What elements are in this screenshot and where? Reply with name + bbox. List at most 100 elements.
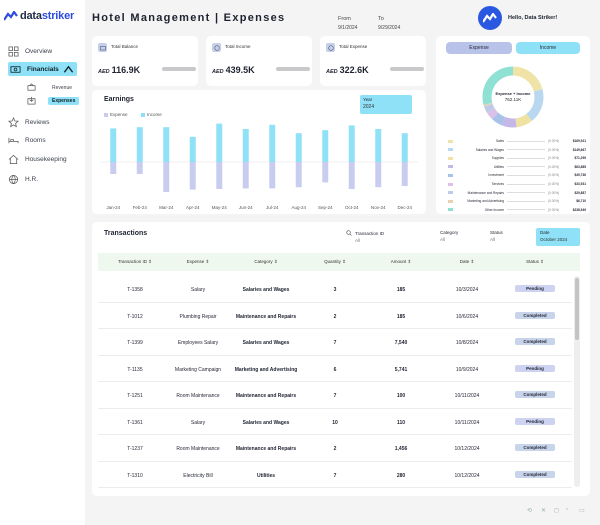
sidebar-item-housekeeping[interactable]: Housekeeping bbox=[8, 152, 67, 166]
search-icon bbox=[346, 230, 352, 236]
sidebar-item-label: H.R. bbox=[25, 175, 38, 183]
bar-income-Aug-24[interactable] bbox=[295, 133, 302, 162]
bar-expense-Apr-24[interactable] bbox=[189, 162, 196, 190]
kpi-label: Total Income bbox=[225, 44, 251, 49]
category-row[interactable]: Services (0.00%) $33,931 bbox=[448, 182, 586, 186]
kpi-progress-bar bbox=[276, 67, 310, 71]
table-row[interactable]: T-1310 Electricity Bill Utilities 7 280 10/12… bbox=[98, 462, 572, 488]
toggle-income-button[interactable]: Income bbox=[516, 42, 580, 54]
cell-quantity: 3 bbox=[333, 287, 337, 293]
cell-date: 10/3/2024 bbox=[455, 287, 479, 293]
column-header-quantity[interactable]: Quantity ⇕ bbox=[324, 259, 346, 264]
bar-expense-Jan-24[interactable] bbox=[110, 162, 117, 174]
to-date-value[interactable]: 9/29/2024 bbox=[378, 25, 401, 31]
bar-expense-Mar-24[interactable] bbox=[163, 162, 170, 192]
bar-income-May-24[interactable] bbox=[216, 123, 223, 162]
bar-income-Jul-24[interactable] bbox=[269, 124, 276, 162]
category-swatch bbox=[448, 208, 453, 212]
donut-slice[interactable] bbox=[482, 66, 544, 128]
category-percent: (0.00%) bbox=[548, 164, 560, 169]
sidebar-subitem-revenue[interactable]: Revenue bbox=[27, 83, 72, 92]
linkedin-icon[interactable]: ▫ bbox=[566, 507, 569, 513]
sidebar-item-hr[interactable]: H.R. bbox=[8, 172, 38, 186]
to-label: To bbox=[378, 16, 384, 22]
bar-expense-Aug-24[interactable] bbox=[295, 162, 302, 188]
bar-expense-Oct-24[interactable] bbox=[348, 162, 355, 189]
sidebar-item-rooms[interactable]: Rooms bbox=[8, 133, 46, 147]
from-date-value[interactable]: 9/1/2024 bbox=[338, 25, 358, 31]
chevron-up-icon[interactable] bbox=[63, 64, 74, 75]
cell-category: Maintenance and Repairs bbox=[235, 393, 297, 399]
category-row[interactable]: Other Income (0.00%) $238,949 bbox=[448, 208, 586, 212]
bar-expense-Sep-24[interactable] bbox=[322, 162, 329, 183]
bar-income-Feb-24[interactable] bbox=[136, 127, 143, 162]
donut-slice[interactable] bbox=[482, 66, 544, 128]
avatar[interactable] bbox=[478, 6, 502, 30]
youtube-icon[interactable]: ▭ bbox=[579, 508, 585, 514]
column-header-date[interactable]: Date ⇕ bbox=[459, 259, 475, 264]
bar-expense-Dec-24[interactable] bbox=[401, 162, 408, 186]
filter-label: Category bbox=[440, 230, 459, 235]
x-icon[interactable]: ✕ bbox=[541, 508, 547, 514]
table-scrollbar[interactable] bbox=[574, 276, 580, 487]
instagram-icon[interactable]: ◻ bbox=[554, 508, 559, 514]
donut-slice[interactable] bbox=[482, 66, 544, 128]
bar-income-Jun-24[interactable] bbox=[242, 129, 249, 162]
filter-transaction-id[interactable]: Transaction ID All bbox=[342, 228, 432, 246]
bar-income-Nov-24[interactable] bbox=[375, 129, 382, 162]
brand-logo[interactable]: datastriker bbox=[4, 10, 74, 22]
bar-expense-Jul-24[interactable] bbox=[269, 162, 276, 189]
status-badge: Completed bbox=[515, 444, 555, 451]
filter-category[interactable]: Category All bbox=[436, 228, 482, 246]
table-row[interactable]: T-1135 Marketing Campaign Marketing and Ad… bbox=[98, 356, 572, 382]
category-name: Utilities bbox=[493, 164, 504, 169]
table-row[interactable]: T-1012 Plumbing Repair Maintenance and Rep… bbox=[98, 303, 572, 329]
table-row[interactable]: T-1358 Salary Salaries and Wages 3 185 10/3/2… bbox=[98, 276, 572, 303]
category-row[interactable]: Maintenance and Repairs (0.00%) $29,887 bbox=[448, 191, 586, 195]
filter-date[interactable]: Date October 2024 bbox=[536, 228, 580, 246]
bar-income-Apr-24[interactable] bbox=[189, 136, 196, 162]
bar-expense-May-24[interactable] bbox=[216, 162, 223, 189]
share-icon[interactable]: ⟲ bbox=[527, 508, 533, 514]
user-greeting[interactable]: Hello, Data Striker! bbox=[478, 6, 557, 30]
bar-income-Dec-24[interactable] bbox=[401, 133, 408, 162]
bar-income-Mar-24[interactable] bbox=[163, 127, 170, 162]
category-row[interactable]: Supplies (0.00%) $71,299 bbox=[448, 156, 586, 160]
scrollbar-thumb[interactable] bbox=[575, 278, 579, 340]
filter-value: All bbox=[490, 237, 496, 242]
sidebar-subitem-expenses[interactable]: Expenses bbox=[27, 96, 80, 105]
bar-income-Sep-24[interactable] bbox=[322, 130, 329, 162]
sidebar-item-overview[interactable]: Overview bbox=[8, 44, 52, 58]
category-swatch bbox=[448, 139, 453, 143]
column-header-amount[interactable]: Amount ⇕ bbox=[390, 259, 412, 264]
table-row[interactable]: T-1361 Salary Salaries and Wages 10 110 10/11… bbox=[98, 409, 572, 435]
bar-expense-Nov-24[interactable] bbox=[375, 162, 382, 188]
year-filter[interactable]: Year 2024 bbox=[360, 95, 412, 114]
column-header-expense[interactable]: Expense ⇕ bbox=[186, 259, 210, 264]
bar-expense-Feb-24[interactable] bbox=[136, 162, 143, 174]
toggle-expense-button[interactable]: Expense bbox=[446, 42, 512, 54]
sidebar-item-reviews[interactable]: Reviews bbox=[8, 115, 50, 129]
kpi-label: Total Balance bbox=[111, 44, 139, 49]
sidebar-item-financials[interactable]: Financials bbox=[8, 62, 77, 76]
category-row[interactable]: Marketing and Advertising (0.00%) $6,710 bbox=[448, 199, 586, 203]
bar-income-Oct-24[interactable] bbox=[348, 125, 355, 162]
category-swatch bbox=[448, 199, 453, 203]
category-row[interactable]: Salaries and Wages (0.00%) $149,667 bbox=[448, 148, 586, 152]
bar-income-Jan-24[interactable] bbox=[110, 128, 117, 162]
income-icon bbox=[212, 43, 221, 52]
filter-value: All bbox=[440, 237, 446, 242]
table-row[interactable]: T-1237 Room Maintenance Maintenance and Re… bbox=[98, 435, 572, 462]
category-row[interactable]: Investment (0.00%) $49,736 bbox=[448, 173, 586, 177]
category-row[interactable]: Sales (0.00%) $169,921 bbox=[448, 139, 586, 143]
column-header-category[interactable]: Category ⇕ bbox=[254, 259, 278, 264]
cell-category: Maintenance and Repairs bbox=[235, 313, 297, 320]
column-header-status[interactable]: Status ⇕ bbox=[526, 259, 544, 264]
bar-expense-Jun-24[interactable] bbox=[242, 162, 249, 189]
table-row[interactable]: T-1399 Employees Salary Salaries and Wages… bbox=[98, 329, 572, 356]
category-row[interactable]: Utilities (0.00%) $63,885 bbox=[448, 165, 586, 169]
column-header-transaction-id[interactable]: Transaction ID ⇕ bbox=[117, 259, 153, 264]
sidebar: datastriker Overview Financials Revenue … bbox=[0, 0, 85, 525]
filter-status[interactable]: Status All bbox=[486, 228, 532, 246]
table-row[interactable]: T-1251 Room Maintenance Maintenance and Re… bbox=[98, 382, 572, 409]
